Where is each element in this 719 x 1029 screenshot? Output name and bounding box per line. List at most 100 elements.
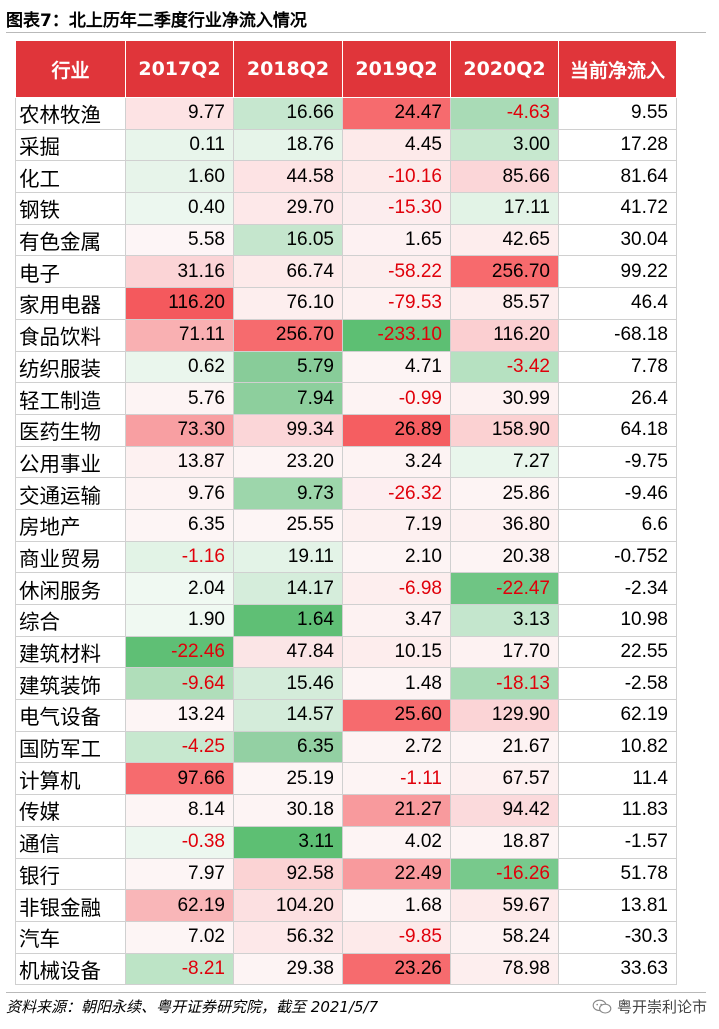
table-row: 建筑材料 -22.46 47.84 10.15 17.70 22.55 bbox=[15, 635, 677, 669]
quarter-value-cell: -233.10 bbox=[342, 318, 451, 352]
current-net-inflow-cell: 11.4 bbox=[558, 762, 677, 796]
quarter-value-cell: 58.24 bbox=[450, 920, 559, 954]
quarter-value-cell: 5.79 bbox=[233, 350, 343, 384]
table-row: 综合 1.90 1.64 3.47 3.13 10.98 bbox=[15, 604, 677, 637]
quarter-value-cell: 3.11 bbox=[233, 825, 343, 859]
quarter-value-cell: 25.86 bbox=[450, 477, 559, 510]
quarter-value-cell: 20.38 bbox=[450, 540, 559, 574]
quarter-value-cell: 14.57 bbox=[233, 699, 343, 732]
industry-name: 建筑材料 bbox=[15, 635, 126, 669]
quarter-value-cell: 85.66 bbox=[450, 160, 559, 194]
table-row: 机械设备 -8.21 29.38 23.26 78.98 33.63 bbox=[15, 952, 677, 986]
quarter-value-cell: 6.35 bbox=[233, 730, 343, 764]
quarter-value-cell: 85.57 bbox=[450, 287, 559, 320]
quarter-value-cell: 14.17 bbox=[233, 572, 343, 605]
quarter-value-cell: 5.58 bbox=[125, 223, 234, 257]
quarter-value-cell: 3.47 bbox=[342, 604, 451, 637]
quarter-value-cell: 67.57 bbox=[450, 762, 559, 796]
current-net-inflow-cell: 17.28 bbox=[558, 128, 677, 162]
table-row: 公用事业 13.87 23.20 3.24 7.27 -9.75 bbox=[15, 445, 677, 479]
quarter-value-cell: 1.65 bbox=[342, 223, 451, 257]
industry-name: 综合 bbox=[15, 604, 126, 637]
current-net-inflow-cell: 13.81 bbox=[558, 889, 677, 922]
table-row: 建筑装饰 -9.64 15.46 1.48 -18.13 -2.58 bbox=[15, 667, 677, 701]
quarter-value-cell: -0.38 bbox=[125, 825, 234, 859]
quarter-value-cell: 42.65 bbox=[450, 223, 559, 257]
current-net-inflow-cell: -68.18 bbox=[558, 318, 677, 352]
quarter-value-cell: 104.20 bbox=[233, 889, 343, 922]
quarter-value-cell: 3.13 bbox=[450, 604, 559, 637]
current-net-inflow-cell: -9.46 bbox=[558, 477, 677, 510]
industry-name: 电子 bbox=[15, 255, 126, 289]
quarter-value-cell: 25.60 bbox=[342, 699, 451, 732]
quarter-value-cell: 23.26 bbox=[342, 952, 451, 986]
industry-name: 采掘 bbox=[15, 128, 126, 162]
quarter-value-cell: -26.32 bbox=[342, 477, 451, 510]
industry-name: 医药生物 bbox=[15, 413, 126, 447]
industry-name: 有色金属 bbox=[15, 223, 126, 257]
quarter-value-cell: 92.58 bbox=[233, 857, 343, 891]
quarter-value-cell: 0.62 bbox=[125, 350, 234, 384]
current-net-inflow-cell: 46.4 bbox=[558, 287, 677, 320]
quarter-value-cell: 21.27 bbox=[342, 794, 451, 827]
quarter-value-cell: 158.90 bbox=[450, 413, 559, 447]
table-row: 非银金融 62.19 104.20 1.68 59.67 13.81 bbox=[15, 889, 677, 922]
quarter-value-cell: 116.20 bbox=[125, 287, 234, 320]
quarter-value-cell: 17.70 bbox=[450, 635, 559, 669]
quarter-value-cell: 47.84 bbox=[233, 635, 343, 669]
industry-name: 传媒 bbox=[15, 794, 126, 827]
quarter-value-cell: 2.72 bbox=[342, 730, 451, 764]
quarter-value-cell: 56.32 bbox=[233, 920, 343, 954]
quarter-value-cell: 97.66 bbox=[125, 762, 234, 796]
quarter-value-cell: 7.94 bbox=[233, 382, 343, 415]
quarter-value-cell: 73.30 bbox=[125, 413, 234, 447]
header-2017q2: 2017Q2 bbox=[125, 40, 234, 98]
industry-name: 国防军工 bbox=[15, 730, 126, 764]
industry-name: 交通运输 bbox=[15, 477, 126, 510]
quarter-value-cell: 9.76 bbox=[125, 477, 234, 510]
industry-name: 建筑装饰 bbox=[15, 667, 126, 701]
quarter-value-cell: -58.22 bbox=[342, 255, 451, 289]
quarter-value-cell: 26.89 bbox=[342, 413, 451, 447]
industry-name: 房地产 bbox=[15, 508, 126, 542]
current-net-inflow-cell: 6.6 bbox=[558, 508, 677, 542]
quarter-value-cell: 6.35 bbox=[125, 508, 234, 542]
quarter-value-cell: -18.13 bbox=[450, 667, 559, 701]
industry-name: 商业贸易 bbox=[15, 540, 126, 574]
table-row: 食品饮料 71.11 256.70 -233.10 116.20 -68.18 bbox=[15, 318, 677, 352]
current-net-inflow-cell: -30.3 bbox=[558, 920, 677, 954]
industry-name: 休闲服务 bbox=[15, 572, 126, 605]
quarter-value-cell: 15.46 bbox=[233, 667, 343, 701]
industry-name: 非银金融 bbox=[15, 889, 126, 922]
quarter-value-cell: -4.63 bbox=[450, 97, 559, 130]
quarter-value-cell: 22.49 bbox=[342, 857, 451, 891]
quarter-value-cell: -1.11 bbox=[342, 762, 451, 796]
quarter-value-cell: 16.05 bbox=[233, 223, 343, 257]
quarter-value-cell: 5.76 bbox=[125, 382, 234, 415]
industry-name: 电气设备 bbox=[15, 699, 126, 732]
quarter-value-cell: -79.53 bbox=[342, 287, 451, 320]
current-net-inflow-cell: 62.19 bbox=[558, 699, 677, 732]
table-row: 电气设备 13.24 14.57 25.60 129.90 62.19 bbox=[15, 699, 677, 732]
quarter-value-cell: 59.67 bbox=[450, 889, 559, 922]
table-header-row: 行业 2017Q2 2018Q2 2019Q2 2020Q2 当前净流入 bbox=[15, 40, 677, 98]
current-net-inflow-cell: 11.83 bbox=[558, 794, 677, 827]
net-inflow-table: 行业 2017Q2 2018Q2 2019Q2 2020Q2 当前净流入 农林牧… bbox=[15, 40, 677, 986]
current-net-inflow-cell: 41.72 bbox=[558, 192, 677, 225]
table-row: 钢铁 0.40 29.70 -15.30 17.11 41.72 bbox=[15, 192, 677, 225]
header-industry: 行业 bbox=[15, 40, 126, 98]
table-row: 国防军工 -4.25 6.35 2.72 21.67 10.82 bbox=[15, 730, 677, 764]
quarter-value-cell: 129.90 bbox=[450, 699, 559, 732]
current-net-inflow-cell: 26.4 bbox=[558, 382, 677, 415]
quarter-value-cell: 9.77 bbox=[125, 97, 234, 130]
industry-name: 食品饮料 bbox=[15, 318, 126, 352]
industry-name: 化工 bbox=[15, 160, 126, 194]
quarter-value-cell: 1.90 bbox=[125, 604, 234, 637]
quarter-value-cell: -16.26 bbox=[450, 857, 559, 891]
quarter-value-cell: 36.80 bbox=[450, 508, 559, 542]
table-row: 电子 31.16 66.74 -58.22 256.70 99.22 bbox=[15, 255, 677, 289]
current-net-inflow-cell: 81.64 bbox=[558, 160, 677, 194]
current-net-inflow-cell: -0.752 bbox=[558, 540, 677, 574]
industry-name: 机械设备 bbox=[15, 952, 126, 986]
industry-name: 家用电器 bbox=[15, 287, 126, 320]
